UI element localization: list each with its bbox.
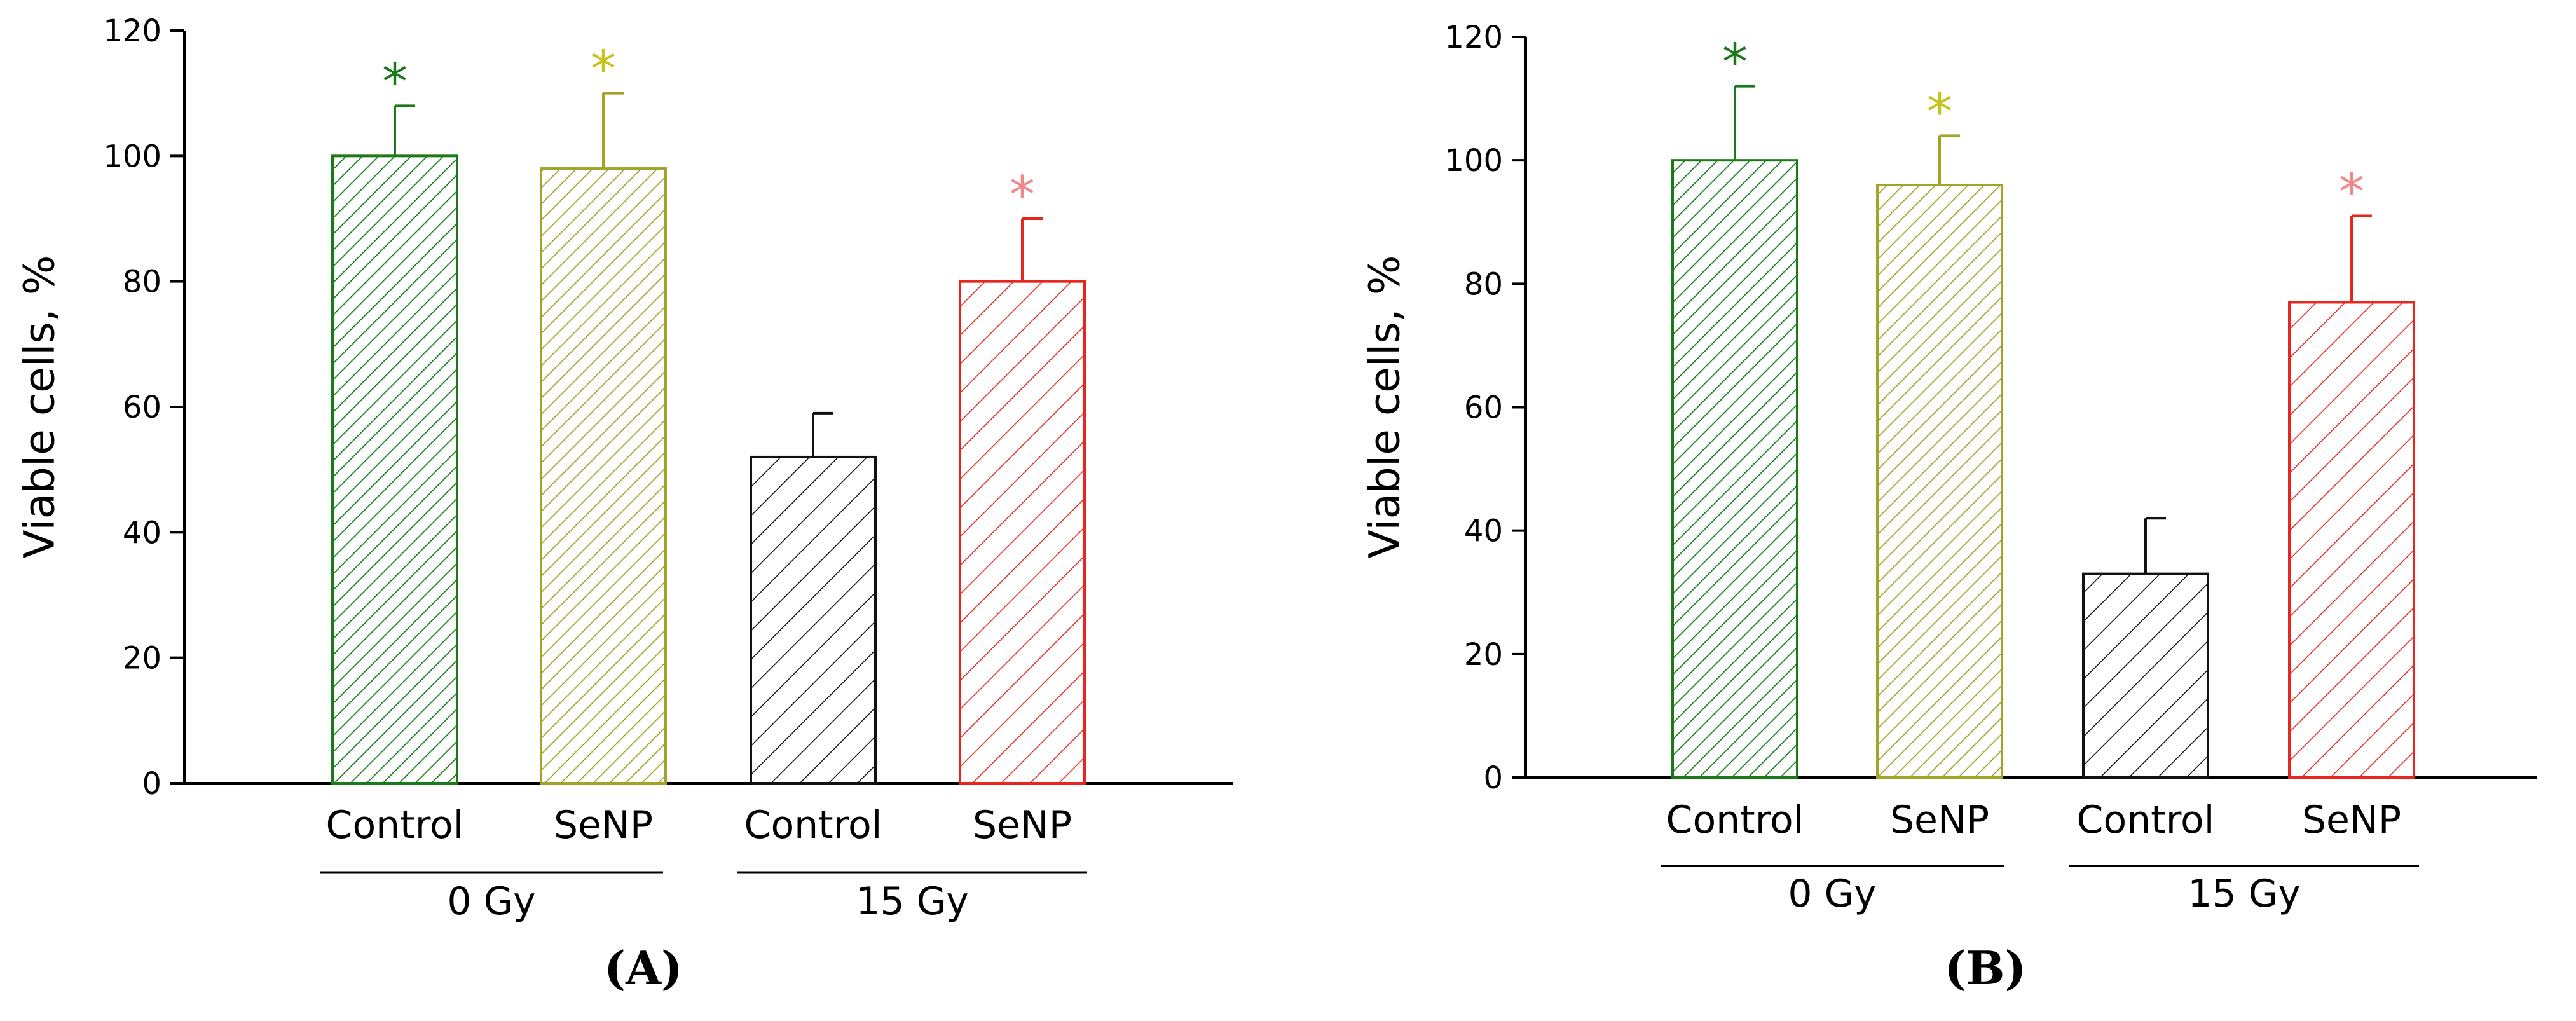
bar-15gy-senp (2288, 301, 2415, 779)
category-label: Control (744, 803, 882, 847)
category-label: Control (326, 803, 464, 847)
category-label: Control (1666, 798, 1804, 842)
category-label: SeNP (2302, 798, 2401, 842)
y-tick-label: 120 (103, 13, 161, 49)
y-axis-label: Viable cells, % (15, 256, 64, 559)
bar-0gy-senp (1876, 184, 2003, 779)
y-tick-label: 40 (1464, 514, 1503, 549)
significance-asterisk: * (2339, 163, 2364, 222)
category-label: SeNP (1890, 798, 1989, 842)
y-tick-label: 60 (1464, 390, 1503, 426)
chart-panel-a: 0 20 40 60 80 100 120 Viable cells, % * Control * S… (15, 13, 1233, 995)
y-tick-label: 100 (1444, 143, 1503, 179)
bar-15gy-senp (959, 280, 1086, 785)
y-tick-label: 20 (123, 641, 161, 676)
y-tick-label: 80 (1464, 266, 1503, 302)
panel-label: (A) (604, 941, 683, 995)
y-tick-label: 100 (103, 139, 161, 174)
significance-asterisk: * (591, 40, 616, 99)
panel-label: (B) (1945, 941, 2027, 995)
y-tick-label: 0 (142, 766, 161, 802)
significance-asterisk: * (382, 52, 408, 111)
group-label: 0 Gy (1788, 872, 1876, 916)
category-label: SeNP (973, 803, 1072, 847)
bar-0gy-control (1671, 159, 1798, 779)
significance-asterisk: * (1927, 82, 1952, 141)
category-label: Control (2077, 798, 2215, 842)
group-label: 15 Gy (856, 879, 968, 924)
y-tick-label: 40 (123, 515, 161, 551)
category-label: SeNP (554, 803, 653, 847)
bar-0gy-control (331, 154, 458, 785)
y-tick-label: 80 (123, 264, 161, 300)
y-axis-label: Viable cells, % (1360, 256, 1409, 559)
y-tick-label: 60 (123, 390, 161, 425)
group-label: 0 Gy (447, 879, 535, 924)
y-tick-label: 120 (1444, 20, 1503, 55)
group-label: 15 Gy (2188, 872, 2300, 916)
bar-15gy-control (2082, 572, 2209, 779)
bar-15gy-control (750, 455, 877, 785)
bar-0gy-senp (540, 167, 667, 785)
significance-asterisk: * (1010, 165, 1035, 224)
significance-asterisk: * (1722, 33, 1748, 92)
chart-panel-b: 0 20 40 60 80 100 120 Viable cells, % * Control * S… (1360, 20, 2537, 995)
y-tick-label: 0 (1483, 760, 1503, 796)
y-tick-label: 20 (1464, 637, 1503, 673)
